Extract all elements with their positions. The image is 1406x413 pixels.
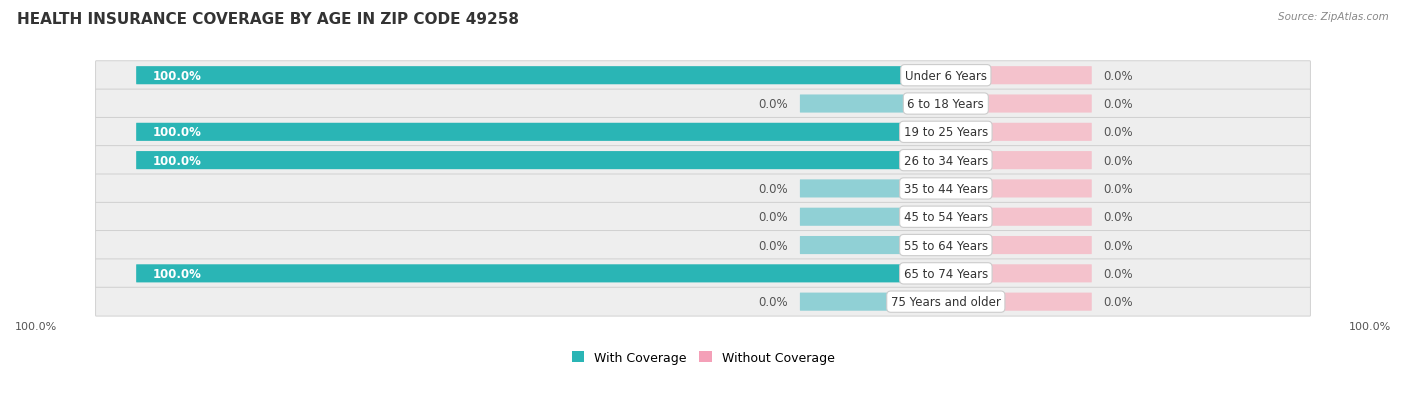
Text: Under 6 Years: Under 6 Years xyxy=(905,69,987,83)
Text: 0.0%: 0.0% xyxy=(1104,295,1133,309)
FancyBboxPatch shape xyxy=(946,152,1092,170)
Text: 65 to 74 Years: 65 to 74 Years xyxy=(904,267,988,280)
FancyBboxPatch shape xyxy=(136,152,946,170)
FancyBboxPatch shape xyxy=(96,231,1310,260)
FancyBboxPatch shape xyxy=(96,146,1310,175)
Text: 100.0%: 100.0% xyxy=(1348,322,1391,332)
FancyBboxPatch shape xyxy=(96,259,1310,288)
FancyBboxPatch shape xyxy=(96,287,1310,316)
FancyBboxPatch shape xyxy=(946,265,1092,283)
FancyBboxPatch shape xyxy=(96,203,1310,232)
FancyBboxPatch shape xyxy=(946,95,1092,113)
Text: 75 Years and older: 75 Years and older xyxy=(891,295,1001,309)
Text: 0.0%: 0.0% xyxy=(1104,126,1133,139)
Text: 0.0%: 0.0% xyxy=(1104,211,1133,224)
FancyBboxPatch shape xyxy=(946,67,1092,85)
FancyBboxPatch shape xyxy=(96,175,1310,203)
Text: 100.0%: 100.0% xyxy=(153,126,201,139)
Text: 0.0%: 0.0% xyxy=(758,295,787,309)
FancyBboxPatch shape xyxy=(946,293,1092,311)
Legend: With Coverage, Without Coverage: With Coverage, Without Coverage xyxy=(572,351,834,364)
Text: Source: ZipAtlas.com: Source: ZipAtlas.com xyxy=(1278,12,1389,22)
FancyBboxPatch shape xyxy=(96,118,1310,147)
Text: 0.0%: 0.0% xyxy=(758,211,787,224)
Text: 35 to 44 Years: 35 to 44 Years xyxy=(904,183,988,195)
FancyBboxPatch shape xyxy=(946,180,1092,198)
FancyBboxPatch shape xyxy=(136,123,946,142)
FancyBboxPatch shape xyxy=(946,208,1092,226)
Text: 100.0%: 100.0% xyxy=(153,154,201,167)
FancyBboxPatch shape xyxy=(136,67,946,85)
FancyBboxPatch shape xyxy=(800,293,946,311)
Text: 0.0%: 0.0% xyxy=(1104,154,1133,167)
Text: 0.0%: 0.0% xyxy=(1104,183,1133,195)
Text: 0.0%: 0.0% xyxy=(1104,267,1133,280)
FancyBboxPatch shape xyxy=(946,236,1092,254)
Text: 100.0%: 100.0% xyxy=(153,267,201,280)
Text: 0.0%: 0.0% xyxy=(1104,239,1133,252)
FancyBboxPatch shape xyxy=(800,208,946,226)
Text: 100.0%: 100.0% xyxy=(153,69,201,83)
Text: 19 to 25 Years: 19 to 25 Years xyxy=(904,126,988,139)
FancyBboxPatch shape xyxy=(136,265,946,283)
FancyBboxPatch shape xyxy=(800,180,946,198)
Text: 0.0%: 0.0% xyxy=(1104,69,1133,83)
FancyBboxPatch shape xyxy=(946,123,1092,142)
Text: 0.0%: 0.0% xyxy=(758,98,787,111)
Text: 0.0%: 0.0% xyxy=(758,239,787,252)
Text: HEALTH INSURANCE COVERAGE BY AGE IN ZIP CODE 49258: HEALTH INSURANCE COVERAGE BY AGE IN ZIP … xyxy=(17,12,519,27)
Text: 45 to 54 Years: 45 to 54 Years xyxy=(904,211,988,224)
FancyBboxPatch shape xyxy=(800,236,946,254)
FancyBboxPatch shape xyxy=(96,62,1310,90)
Text: 0.0%: 0.0% xyxy=(758,183,787,195)
FancyBboxPatch shape xyxy=(800,95,946,113)
Text: 55 to 64 Years: 55 to 64 Years xyxy=(904,239,988,252)
Text: 26 to 34 Years: 26 to 34 Years xyxy=(904,154,988,167)
Text: 100.0%: 100.0% xyxy=(15,322,58,332)
FancyBboxPatch shape xyxy=(96,90,1310,119)
Text: 0.0%: 0.0% xyxy=(1104,98,1133,111)
Text: 6 to 18 Years: 6 to 18 Years xyxy=(907,98,984,111)
